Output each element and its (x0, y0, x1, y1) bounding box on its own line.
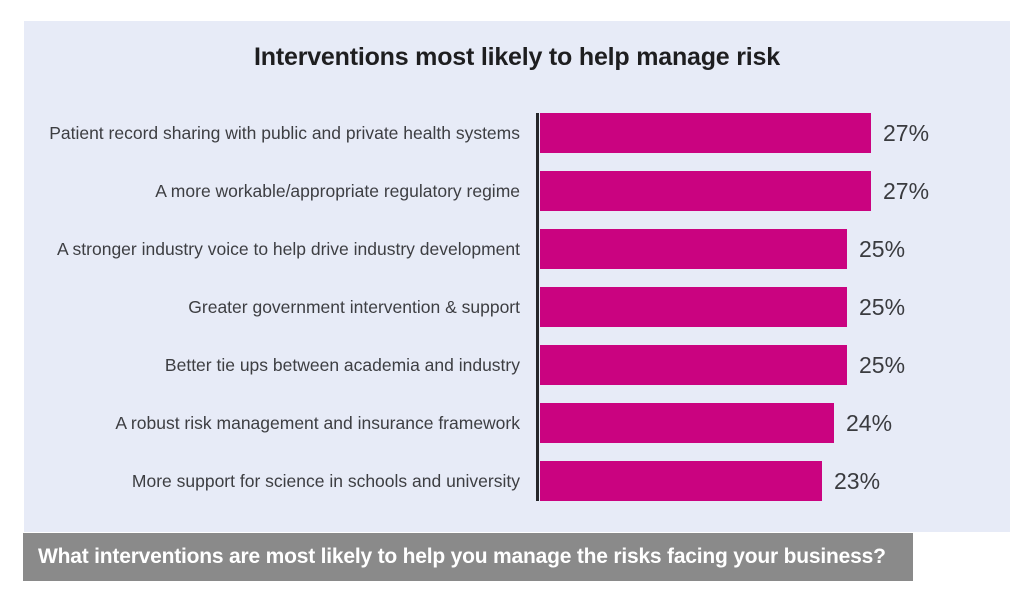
value-label: 27% (883, 119, 930, 146)
bar (540, 461, 822, 501)
value-label: 23% (834, 467, 881, 494)
category-label: More support for science in schools and … (131, 470, 520, 491)
bar (540, 229, 847, 269)
bar-wrap: 27% (520, 104, 1010, 162)
bar-row: A robust risk management and insurance f… (24, 394, 1010, 452)
bar (540, 403, 834, 443)
bar-row: More support for science in schools and … (24, 452, 1010, 510)
question-banner: What interventions are most likely to he… (23, 533, 913, 581)
value-label: 25% (859, 293, 906, 320)
bar-row: Greater government intervention & suppor… (24, 278, 1010, 336)
bar-wrap: 23% (520, 452, 1010, 510)
bar-wrap: 27% (520, 162, 1010, 220)
bar-wrap: 25% (520, 278, 1010, 336)
chart-panel: Interventions most likely to help manage… (24, 21, 1010, 532)
y-axis-line (536, 113, 539, 501)
value-label: 27% (883, 177, 930, 204)
bar-wrap: 24% (520, 394, 1010, 452)
value-label: 24% (846, 409, 893, 436)
category-label: Better tie ups between academia and indu… (164, 354, 520, 375)
category-label: Greater government intervention & suppor… (188, 296, 520, 317)
chart-body: Patient record sharing with public and p… (24, 104, 1010, 510)
chart-title: Interventions most likely to help manage… (254, 43, 780, 71)
bar (540, 345, 847, 385)
question-text: What interventions are most likely to he… (38, 545, 886, 568)
category-label: A more workable/appropriate regulatory r… (155, 180, 520, 201)
bar (540, 287, 847, 327)
bar-wrap: 25% (520, 220, 1010, 278)
bar-row: A more workable/appropriate regulatory r… (24, 162, 1010, 220)
bar-row: A stronger industry voice to help drive … (24, 220, 1010, 278)
bar (540, 171, 871, 211)
category-label: Patient record sharing with public and p… (49, 122, 520, 143)
bar (540, 113, 871, 153)
value-label: 25% (859, 351, 906, 378)
bar-row: Patient record sharing with public and p… (24, 104, 1010, 162)
category-label: A stronger industry voice to help drive … (56, 238, 520, 259)
value-label: 25% (859, 235, 906, 262)
bar-wrap: 25% (520, 336, 1010, 394)
category-label: A robust risk management and insurance f… (115, 412, 520, 433)
bar-row: Better tie ups between academia and indu… (24, 336, 1010, 394)
